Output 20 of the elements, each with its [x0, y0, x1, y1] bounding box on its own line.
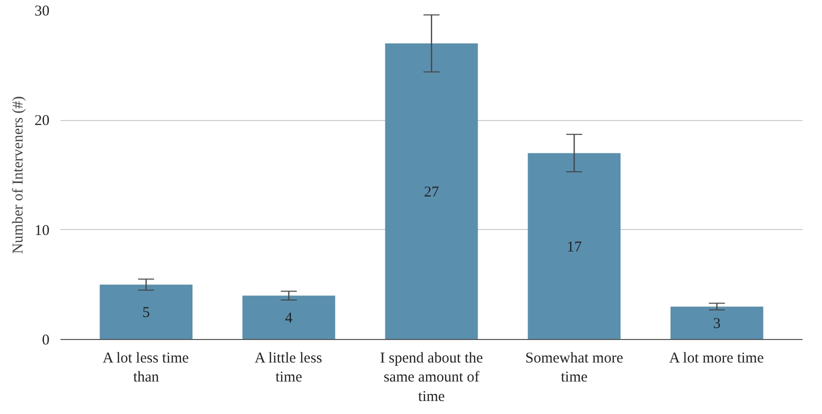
y-tick-label: 10: [34, 222, 50, 239]
data-label: 3: [713, 316, 721, 332]
bar: [100, 284, 192, 340]
data-label: 5: [142, 305, 150, 322]
data-label: 4: [285, 310, 294, 327]
y-tick-label: 20: [34, 113, 50, 130]
bar: [670, 306, 764, 340]
x-tick-label: A little less time: [254, 350, 322, 386]
x-tick-label: I spend about the same amount of time: [380, 350, 484, 405]
x-tick-label: Somewhat more time: [525, 350, 624, 386]
data-label: 17: [566, 239, 582, 256]
bar: [528, 153, 621, 340]
y-tick-label: 0: [42, 332, 50, 348]
data-label: 27: [424, 184, 440, 200]
bar: [385, 43, 478, 340]
y-axis-title: Number of Interveners (#): [10, 96, 26, 254]
y-tick-label: 30: [34, 4, 50, 20]
bar: [242, 296, 336, 340]
x-tick-label: A lot less time than: [102, 350, 190, 386]
x-tick-label: A lot more time: [669, 350, 764, 366]
